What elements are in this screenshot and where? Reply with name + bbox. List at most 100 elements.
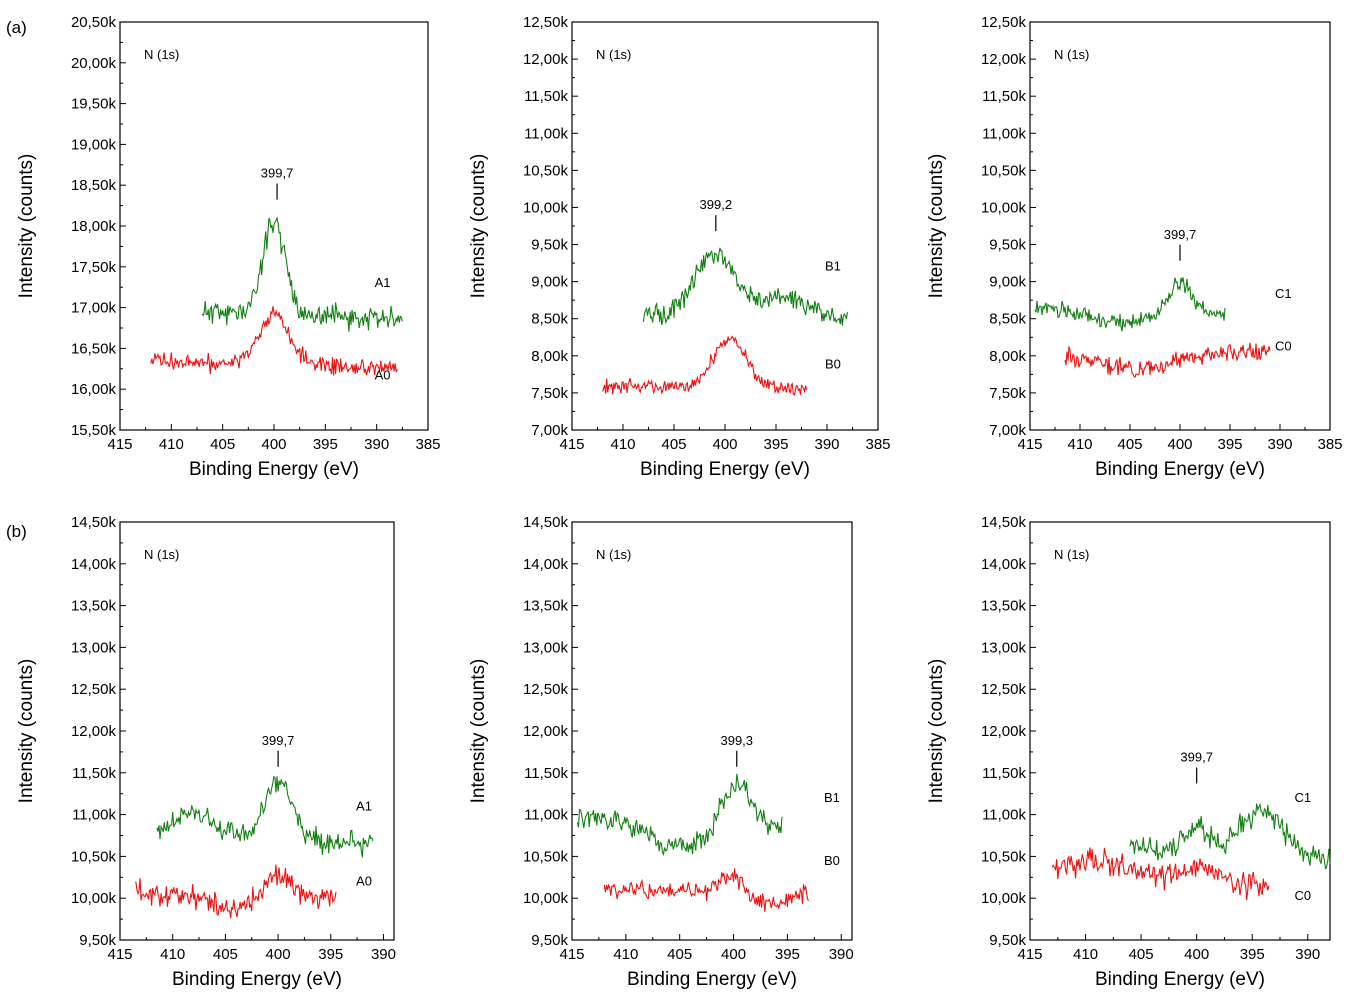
series-line-c1 — [1034, 277, 1226, 332]
y-tick-label: 19,00k — [71, 136, 117, 153]
y-tick-label: 14,50k — [981, 514, 1027, 531]
y-tick-label: 10,50k — [981, 162, 1027, 179]
series-label-b0: B0 — [825, 356, 841, 371]
series-line-c1 — [1129, 802, 1331, 870]
x-axis-label: Binding Energy (eV) — [1095, 459, 1265, 480]
y-axis-label: Intensity (counts) — [468, 659, 489, 804]
y-axis-label: Intensity (counts) — [16, 154, 37, 299]
x-tick-label: 410 — [1067, 436, 1092, 453]
y-tick-label: 12,00k — [71, 723, 117, 740]
x-tick-label: 390 — [829, 946, 854, 963]
x-tick-label: 390 — [371, 946, 396, 963]
chart-panel-a-3: 7,00k 7,50k 8,00k 8,50k 9,00k 9,50k 10,00k 10,5… — [926, 14, 1343, 480]
y-tick-label: 12,00k — [523, 51, 569, 68]
series-label-c0: C0 — [1275, 339, 1292, 354]
x-tick-label: 405 — [661, 436, 686, 453]
chart-title: N (1s) — [144, 47, 179, 62]
peak-label: 399,7 — [1164, 227, 1197, 242]
y-tick-label: 11,50k — [982, 765, 1026, 782]
peak-label: 399,7 — [261, 166, 294, 181]
series-label-c0: C0 — [1294, 888, 1311, 903]
chart-panel-b-1: 9,50k 10,00k 10,50k 11,00k 11,50k 12,00k 12,50… — [16, 514, 396, 990]
y-tick-label: 10,00k — [523, 199, 569, 216]
chart-panel-b-2: 9,50k 10,00k 10,50k 11,00k 11,50k 12,00k 12,50… — [468, 514, 854, 990]
y-tick-label: 8,00k — [989, 348, 1026, 365]
y-tick-label: 12,00k — [981, 723, 1027, 740]
y-tick-label: 8,50k — [531, 311, 568, 328]
y-tick-label: 14,50k — [523, 514, 569, 531]
y-tick-label: 10,50k — [71, 848, 117, 865]
y-tick-label: 12,50k — [71, 681, 117, 698]
y-tick-label: 10,50k — [981, 848, 1027, 865]
row-label-a: (a) — [6, 18, 27, 37]
y-tick-label: 13,50k — [981, 598, 1027, 615]
row-label-b: (b) — [6, 522, 27, 541]
x-axis-label: Binding Energy (eV) — [1095, 969, 1265, 990]
series-line-b1 — [576, 773, 783, 857]
plot-frame — [119, 521, 395, 941]
y-tick-label: 11,50k — [524, 88, 568, 105]
x-tick-label: 405 — [1117, 436, 1142, 453]
y-tick-label: 13,00k — [523, 639, 569, 656]
x-axis-label: Binding Energy (eV) — [189, 459, 359, 480]
peak-label: 399,7 — [262, 733, 295, 748]
series-line-b0 — [602, 335, 808, 396]
y-tick-label: 13,00k — [71, 639, 117, 656]
x-tick-label: 415 — [559, 946, 584, 963]
x-tick-label: 410 — [1073, 946, 1098, 963]
y-tick-label: 7,00k — [989, 422, 1026, 439]
y-tick-label: 17,00k — [71, 300, 117, 317]
chart-title: N (1s) — [144, 547, 179, 562]
x-tick-label: 400 — [721, 946, 746, 963]
series-label-b1: B1 — [824, 790, 840, 805]
y-tick-label: 15,50k — [71, 422, 117, 439]
x-tick-label: 390 — [364, 436, 389, 453]
y-axis-label: Intensity (counts) — [926, 154, 947, 299]
y-tick-label: 11,00k — [72, 807, 116, 824]
y-tick-label: 7,00k — [531, 422, 568, 439]
x-tick-label: 415 — [1017, 946, 1042, 963]
series-line-a1 — [156, 775, 374, 858]
y-tick-label: 10,00k — [981, 199, 1027, 216]
series-line-c0 — [1064, 342, 1271, 378]
x-tick-label: 405 — [667, 946, 692, 963]
y-tick-label: 17,50k — [71, 259, 117, 276]
series-line-a1 — [201, 216, 403, 332]
x-tick-label: 395 — [1240, 946, 1265, 963]
x-tick-label: 400 — [266, 946, 291, 963]
x-tick-label: 400 — [1167, 436, 1192, 453]
y-tick-label: 12,50k — [981, 681, 1027, 698]
x-tick-label: 410 — [159, 436, 184, 453]
series-label-b1: B1 — [825, 259, 841, 274]
y-tick-label: 9,50k — [989, 932, 1026, 949]
x-tick-label: 395 — [1217, 436, 1242, 453]
y-tick-label: 18,00k — [71, 218, 117, 235]
x-axis-label: Binding Energy (eV) — [640, 459, 810, 480]
chart-panel-a-1: 15,50k 16,00k 16,50k 17,00k 17,50k 18,00k 18,5… — [16, 14, 441, 480]
y-tick-label: 16,50k — [71, 340, 117, 357]
x-tick-label: 400 — [1184, 946, 1209, 963]
chart-title: N (1s) — [596, 47, 631, 62]
y-tick-label: 9,00k — [989, 274, 1026, 291]
x-tick-label: 415 — [107, 946, 132, 963]
y-tick-label: 11,50k — [524, 765, 568, 782]
y-tick-label: 8,00k — [531, 348, 568, 365]
y-tick-label: 11,00k — [524, 125, 568, 142]
y-tick-label: 13,50k — [71, 598, 117, 615]
x-tick-label: 385 — [415, 436, 440, 453]
x-axis-label: Binding Energy (eV) — [627, 969, 797, 990]
y-tick-label: 11,50k — [72, 765, 116, 782]
peak-label: 399,2 — [700, 197, 733, 212]
y-tick-label: 9,50k — [989, 237, 1026, 254]
chart-panel-b-3: 9,50k 10,00k 10,50k 11,00k 11,50k 12,00k 12,50… — [926, 514, 1331, 990]
y-tick-label: 11,50k — [982, 88, 1026, 105]
y-tick-label: 7,50k — [531, 385, 568, 402]
y-tick-label: 13,00k — [981, 639, 1027, 656]
y-tick-label: 20,50k — [71, 14, 117, 31]
y-tick-label: 11,00k — [982, 125, 1026, 142]
peak-label: 399,7 — [1180, 750, 1213, 765]
y-tick-label: 9,50k — [531, 932, 568, 949]
series-line-c0 — [1051, 847, 1270, 901]
series-label-c1: C1 — [1294, 790, 1311, 805]
x-tick-label: 390 — [1295, 946, 1320, 963]
